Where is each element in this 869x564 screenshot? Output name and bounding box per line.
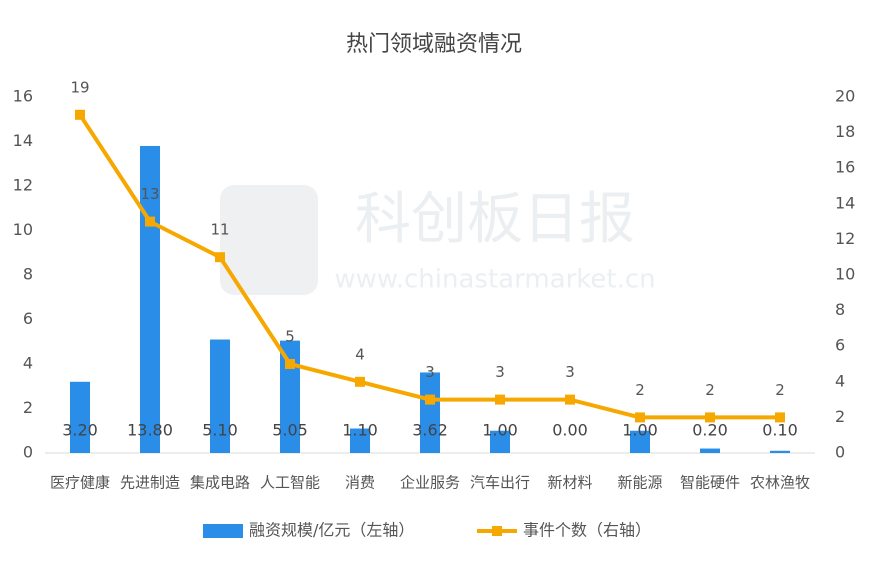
- y2-tick-label: 4: [835, 371, 845, 390]
- watermark-url: www.chinastarmarket.cn: [334, 265, 655, 295]
- line-marker: [145, 216, 155, 227]
- data-label: 1.00: [622, 421, 658, 440]
- y-tick-label: 4: [23, 354, 33, 373]
- line-marker: [705, 412, 715, 423]
- y2-tick-label: 14: [835, 193, 855, 212]
- line-marker: [425, 394, 435, 405]
- data-label: 2: [705, 381, 715, 399]
- line-marker: [565, 394, 575, 405]
- bar: [700, 448, 720, 453]
- y-tick-label: 12: [13, 176, 33, 195]
- data-label: 19: [70, 78, 89, 96]
- y2-tick-label: 18: [835, 122, 855, 141]
- line-marker: [635, 412, 645, 423]
- y2-tick-label: 20: [835, 87, 855, 106]
- y-tick-label: 2: [23, 398, 33, 417]
- legend-swatch: [203, 524, 243, 538]
- data-label: 3.20: [62, 421, 98, 440]
- data-label: 0.20: [692, 421, 728, 440]
- legend-swatch: [492, 526, 502, 536]
- data-label: 3: [495, 363, 505, 381]
- x-tick-label: 集成电路: [190, 474, 250, 492]
- chart-title: 热门领域融资情况: [346, 32, 522, 57]
- line-marker: [495, 394, 505, 405]
- bar: [350, 428, 370, 453]
- data-label: 0.00: [552, 421, 588, 440]
- data-label: 13.80: [127, 421, 173, 440]
- line-marker: [285, 359, 295, 369]
- line-marker: [75, 109, 85, 120]
- line-marker: [215, 252, 225, 263]
- line-marker: [355, 376, 365, 387]
- watermark-logo: [220, 185, 318, 295]
- y2-tick-label: 2: [835, 407, 845, 426]
- y2-tick-label: 10: [835, 265, 855, 284]
- x-tick-label: 企业服务: [400, 474, 460, 492]
- x-tick-label: 先进制造: [120, 474, 180, 492]
- y-tick-label: 8: [23, 265, 33, 284]
- data-label: 1.10: [342, 421, 378, 440]
- data-label: 2: [635, 381, 645, 399]
- bar: [70, 381, 90, 453]
- x-tick-label: 人工智能: [260, 474, 320, 492]
- y2-tick-label: 16: [835, 158, 855, 177]
- data-label: 3: [565, 363, 575, 381]
- legend-label: 融资规模/亿元（左轴）: [249, 521, 414, 540]
- line-marker: [775, 412, 785, 423]
- data-label: 4: [355, 345, 365, 363]
- bar: [630, 430, 650, 453]
- data-label: 3: [425, 363, 435, 381]
- bar: [490, 430, 510, 453]
- data-label: 5: [285, 328, 295, 346]
- y2-tick-label: 6: [835, 336, 845, 355]
- x-tick-label: 新材料: [547, 474, 592, 492]
- watermark-text: 科创板日报: [355, 187, 635, 252]
- legend-label: 事件个数（右轴）: [523, 521, 651, 540]
- x-tick-label: 医疗健康: [50, 474, 110, 492]
- data-label: 1.00: [482, 421, 518, 440]
- y-tick-label: 14: [13, 131, 33, 150]
- bar: [770, 450, 790, 453]
- y2-tick-label: 0: [835, 443, 845, 462]
- data-label: 5.10: [202, 421, 238, 440]
- data-label: 2: [775, 381, 785, 399]
- x-tick-label: 汽车出行: [470, 474, 530, 492]
- y-tick-label: 6: [23, 309, 33, 328]
- data-label: 3.62: [412, 421, 448, 440]
- y-tick-label: 0: [23, 443, 33, 462]
- x-tick-label: 消费: [345, 474, 375, 492]
- y2-tick-label: 8: [835, 300, 845, 319]
- y2-tick-label: 12: [835, 229, 855, 248]
- y-tick-label: 16: [13, 87, 33, 106]
- y-tick-label: 10: [13, 220, 33, 239]
- data-label: 5.05: [272, 421, 308, 440]
- data-label: 0.10: [762, 421, 798, 440]
- data-label: 13: [140, 185, 159, 203]
- data-label: 11: [210, 221, 229, 239]
- x-tick-label: 新能源: [617, 474, 662, 492]
- bar: [420, 372, 440, 453]
- x-tick-label: 农林渔牧: [750, 474, 810, 492]
- bar: [210, 339, 230, 453]
- x-tick-label: 智能硬件: [680, 474, 740, 492]
